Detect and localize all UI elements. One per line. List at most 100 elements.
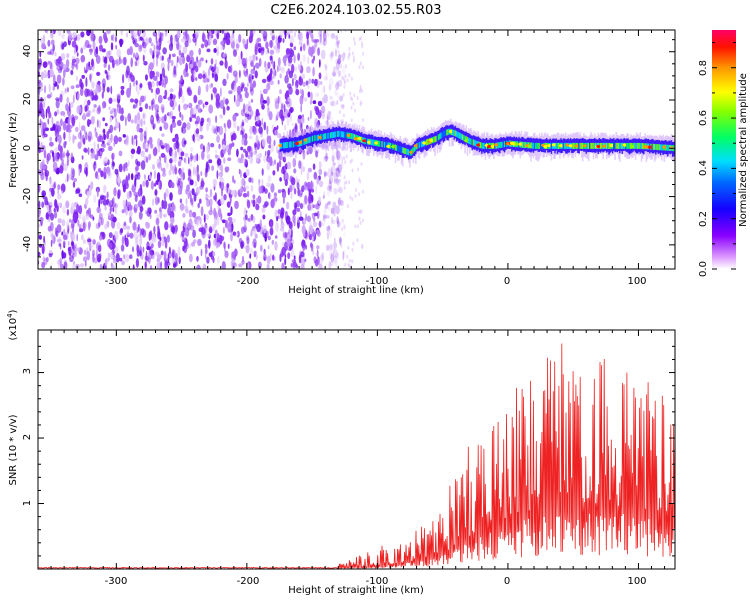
noise-speckle <box>309 220 312 226</box>
noise-speckle <box>39 169 44 176</box>
noise-speckle <box>328 77 334 86</box>
noise-speckle <box>289 47 293 55</box>
noise-speckle <box>226 73 229 80</box>
noise-speckle <box>330 207 335 215</box>
noise-speckle <box>136 150 141 154</box>
noise-speckle <box>140 160 146 171</box>
noise-speckle <box>80 189 82 194</box>
noise-speckle <box>240 241 244 249</box>
noise-speckle <box>205 194 211 199</box>
noise-speckle <box>278 65 281 72</box>
signal-core <box>292 141 295 148</box>
noise-speckle <box>157 162 162 169</box>
noise-speckle <box>323 94 328 104</box>
noise-speckle <box>258 57 262 67</box>
noise-speckle <box>287 97 291 102</box>
noise-speckle <box>144 261 147 269</box>
noise-speckle <box>117 176 121 184</box>
noise-speckle <box>322 195 325 199</box>
noise-speckle <box>120 30 123 36</box>
noise-speckle <box>245 150 249 158</box>
signal-core <box>331 132 333 139</box>
noise-speckle <box>315 39 320 43</box>
noise-speckle <box>224 98 229 105</box>
noise-speckle <box>327 111 332 116</box>
noise-speckle <box>88 243 94 250</box>
noise-speckle <box>306 84 310 89</box>
noise-speckle <box>46 201 49 206</box>
noise-speckle <box>89 214 94 219</box>
noise-speckle <box>190 147 193 152</box>
noise-speckle <box>127 172 131 181</box>
noise-speckle <box>106 30 111 34</box>
noise-speckle <box>247 218 251 222</box>
signal-core <box>500 141 502 148</box>
noise-speckle <box>343 232 346 237</box>
noise-speckle <box>165 161 169 169</box>
noise-speckle <box>120 244 125 252</box>
noise-speckle <box>116 221 121 230</box>
noise-speckle <box>190 59 193 65</box>
noise-speckle <box>349 91 352 96</box>
noise-speckle <box>287 55 293 64</box>
noise-speckle <box>79 87 84 97</box>
noise-speckle <box>328 227 333 238</box>
noise-speckle <box>124 167 129 172</box>
noise-speckle <box>267 183 272 187</box>
noise-speckle <box>206 233 211 237</box>
noise-speckle <box>344 262 347 267</box>
noise-speckle <box>152 70 155 78</box>
noise-speckle <box>266 263 270 269</box>
noise-speckle <box>213 207 217 217</box>
noise-speckle <box>66 220 69 230</box>
noise-speckle <box>255 254 258 260</box>
noise-speckle <box>101 91 104 99</box>
noise-speckle <box>148 174 152 180</box>
noise-speckle <box>157 180 160 189</box>
noise-speckle <box>251 177 254 184</box>
noise-speckle <box>357 209 360 214</box>
noise-speckle <box>227 217 233 222</box>
noise-speckle <box>48 207 52 217</box>
noise-speckle <box>339 95 344 102</box>
noise-speckle <box>262 88 268 95</box>
noise-speckle <box>86 30 91 37</box>
noise-speckle <box>354 108 357 113</box>
noise-speckle <box>343 250 345 258</box>
noise-speckle <box>43 257 48 265</box>
noise-speckle <box>273 70 275 80</box>
noise-speckle <box>162 47 167 55</box>
noise-speckle <box>49 141 54 147</box>
signal-core <box>641 143 644 150</box>
noise-speckle <box>300 46 302 52</box>
noise-speckle <box>359 36 362 41</box>
noise-speckle <box>245 244 250 254</box>
noise-speckle <box>53 152 58 162</box>
noise-speckle <box>230 64 233 74</box>
signal-core <box>313 135 315 142</box>
noise-speckle <box>104 258 108 266</box>
noise-speckle <box>167 62 170 72</box>
noise-speckle <box>316 210 320 220</box>
noise-speckle <box>261 117 264 127</box>
noise-speckle <box>359 61 362 66</box>
noise-speckle <box>122 184 126 193</box>
noise-speckle <box>262 204 268 209</box>
noise-speckle <box>220 235 225 241</box>
noise-speckle <box>164 239 168 249</box>
noise-speckle <box>167 56 171 64</box>
noise-speckle <box>189 116 192 123</box>
noise-speckle <box>193 166 195 176</box>
noise-speckle <box>324 35 327 40</box>
noise-speckle <box>215 93 220 104</box>
noise-speckle <box>108 55 114 63</box>
signal-core <box>370 139 373 146</box>
noise-speckle <box>238 33 242 43</box>
noise-speckle <box>193 94 198 104</box>
noise-speckle <box>139 245 143 254</box>
noise-speckle <box>62 151 66 159</box>
noise-speckle <box>298 76 304 86</box>
noise-speckle <box>176 175 179 184</box>
noise-speckle <box>160 145 165 149</box>
noise-speckle <box>278 160 282 168</box>
